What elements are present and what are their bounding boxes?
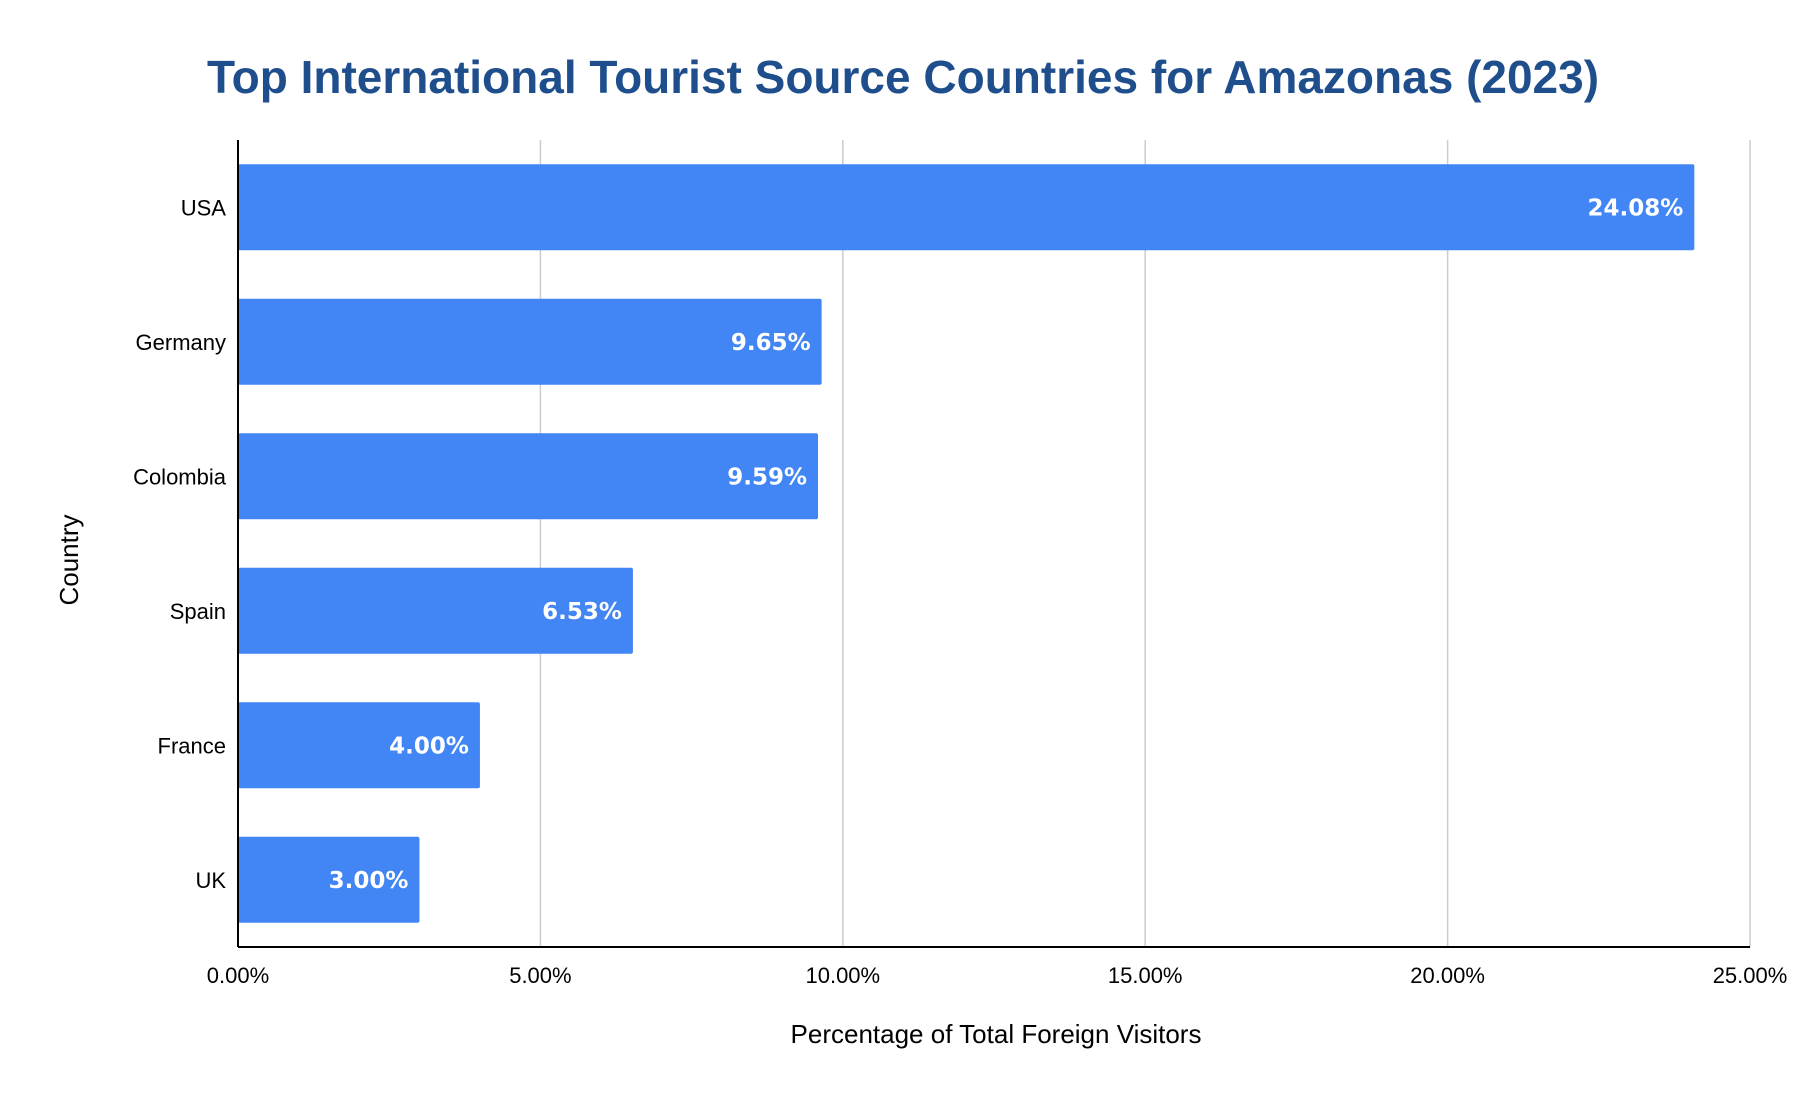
x-tick-label: 25.00% xyxy=(1713,963,1788,988)
bar-value-label: 6.53% xyxy=(542,599,622,625)
bar xyxy=(238,433,819,520)
bar-value-label: 24.08% xyxy=(1588,195,1684,221)
y-axis-title: Country xyxy=(54,514,84,605)
x-tick-label: 0.00% xyxy=(207,963,269,988)
x-tick-label: 5.00% xyxy=(509,963,571,988)
bar xyxy=(238,567,633,654)
chart-title: Top International Tourist Source Countri… xyxy=(207,51,1599,103)
x-axis-title: Percentage of Total Foreign Visitors xyxy=(791,1019,1202,1049)
x-tick-labels: 0.00% 5.00% 10.00% 15.00% 20.00% 25.00% xyxy=(207,963,1788,988)
x-tick-label: 15.00% xyxy=(1108,963,1183,988)
bar-value-label: 4.00% xyxy=(389,733,469,759)
y-tick-label: Germany xyxy=(136,330,226,355)
grid-lines xyxy=(539,140,1751,947)
bar xyxy=(238,702,480,789)
bar-value-label: 9.59% xyxy=(727,464,807,490)
bar xyxy=(238,298,822,385)
x-tick-label: 10.00% xyxy=(805,963,880,988)
y-tick-label: USA xyxy=(181,195,227,220)
bar xyxy=(238,164,1695,251)
bars: 24.08% 9.65% 9.59% 6.53% 4.00% 3.00% xyxy=(238,164,1695,923)
y-tick-label: UK xyxy=(195,868,226,893)
bar-value-label: 9.65% xyxy=(731,330,811,356)
x-tick-label: 20.00% xyxy=(1410,963,1485,988)
y-tick-label: Spain xyxy=(170,599,226,624)
bar xyxy=(238,836,420,923)
bar-value-label: 3.00% xyxy=(329,868,409,894)
y-tick-label: Colombia xyxy=(133,464,227,489)
y-tick-labels: USA Germany Colombia Spain France UK xyxy=(133,195,227,893)
y-tick-label: France xyxy=(158,733,226,758)
